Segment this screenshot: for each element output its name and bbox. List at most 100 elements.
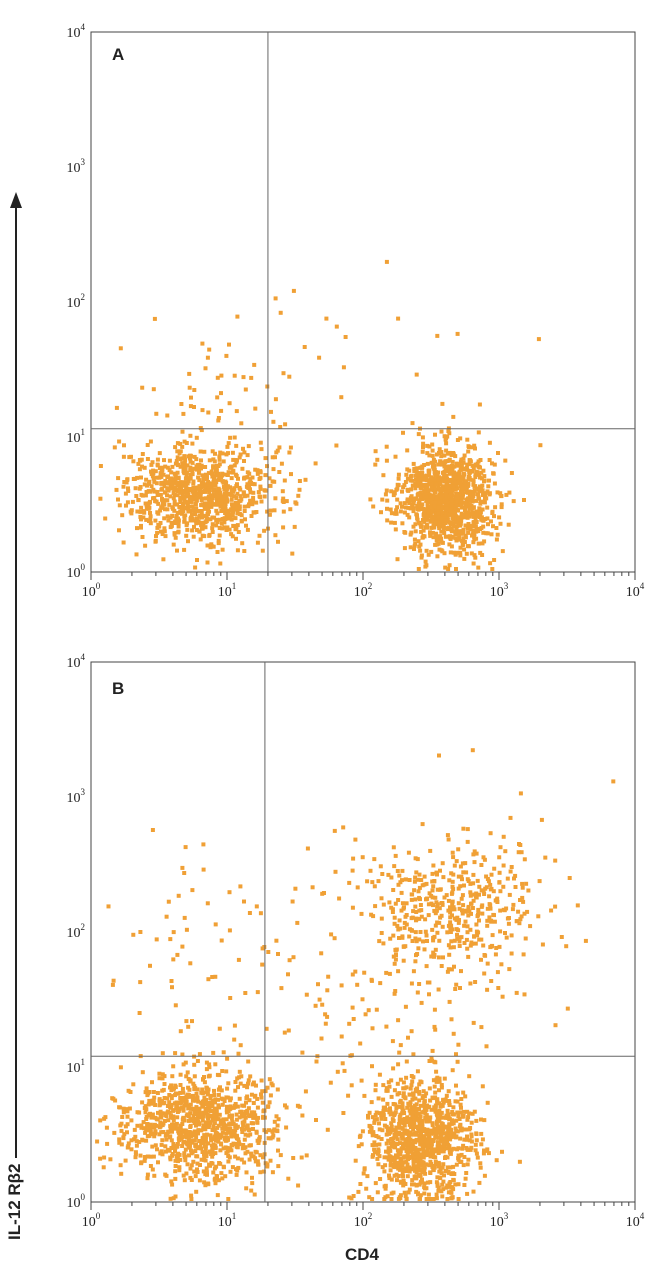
- data-point: [241, 446, 245, 451]
- data-point: [406, 1190, 411, 1195]
- data-point: [235, 1156, 240, 1161]
- data-point: [102, 1116, 107, 1121]
- data-point: [443, 459, 448, 464]
- data-point: [485, 918, 490, 923]
- data-point: [432, 1024, 437, 1029]
- data-point: [217, 1073, 222, 1078]
- data-point: [173, 1091, 178, 1096]
- data-point: [417, 1163, 422, 1168]
- data-point: [176, 893, 181, 898]
- data-point: [209, 498, 214, 503]
- data-point: [450, 481, 455, 486]
- data-point: [251, 1101, 256, 1105]
- data-point: [356, 1189, 361, 1194]
- data-point: [232, 507, 237, 512]
- data-point: [149, 469, 153, 474]
- data-point: [422, 490, 427, 495]
- data-point: [187, 1153, 191, 1158]
- data-point: [259, 499, 264, 504]
- data-point: [226, 1081, 231, 1086]
- data-point: [472, 553, 477, 558]
- data-point: [468, 890, 473, 895]
- data-point: [207, 1065, 212, 1070]
- data-point: [518, 917, 523, 922]
- data-point: [183, 1147, 188, 1152]
- data-point: [182, 471, 187, 476]
- data-point: [395, 497, 400, 502]
- data-point: [193, 1117, 198, 1121]
- data-point: [184, 1094, 189, 1099]
- data-point: [299, 1155, 304, 1160]
- data-point: [150, 1167, 155, 1172]
- data-point: [206, 471, 211, 476]
- data-point: [230, 534, 235, 539]
- data-point: [427, 444, 432, 449]
- data-point: [391, 1066, 396, 1071]
- data-point: [165, 514, 170, 519]
- data-point: [513, 873, 518, 878]
- data-point: [457, 918, 461, 922]
- data-point: [267, 1128, 271, 1133]
- data-point: [459, 494, 464, 499]
- data-point: [220, 1102, 225, 1107]
- data-point: [150, 1132, 155, 1137]
- data-point: [453, 1126, 458, 1131]
- data-point: [428, 848, 433, 853]
- data-point: [471, 872, 476, 877]
- data-point: [387, 1110, 392, 1115]
- data-point: [181, 1106, 186, 1111]
- data-point: [403, 505, 408, 510]
- data-point: [422, 1191, 427, 1196]
- data-point: [408, 1120, 413, 1125]
- data-point: [189, 395, 193, 400]
- data-point: [422, 1134, 427, 1139]
- data-point: [422, 519, 427, 524]
- data-point: [404, 1197, 409, 1201]
- data-point: [423, 929, 428, 934]
- data-point: [465, 930, 470, 935]
- data-point: [368, 1124, 373, 1129]
- data-point: [228, 1096, 233, 1101]
- data-point: [159, 1115, 164, 1120]
- data-point: [427, 1115, 432, 1120]
- data-point: [194, 1189, 199, 1194]
- data-point: [212, 1166, 217, 1171]
- data-point: [462, 1155, 467, 1159]
- data-point: [414, 953, 418, 958]
- data-point: [453, 529, 458, 534]
- data-point: [167, 1093, 172, 1097]
- data-point: [383, 1163, 388, 1168]
- data-point: [221, 1118, 226, 1123]
- data-point: [457, 944, 462, 948]
- data-point: [407, 501, 412, 505]
- data-point: [422, 1185, 427, 1190]
- data-point: [421, 1143, 426, 1148]
- data-point: [458, 864, 463, 869]
- data-point: [181, 1090, 186, 1095]
- data-point: [255, 1097, 260, 1101]
- data-point: [429, 1147, 434, 1152]
- data-point: [430, 498, 435, 503]
- data-point: [447, 525, 451, 530]
- data-point: [278, 1153, 283, 1158]
- data-point: [394, 953, 398, 957]
- data-point: [165, 498, 170, 503]
- data-point: [467, 502, 472, 507]
- data-point: [417, 982, 422, 986]
- data-point: [182, 439, 187, 444]
- data-point: [417, 1090, 422, 1094]
- data-point: [126, 486, 130, 491]
- data-point: [429, 481, 434, 486]
- data-point: [182, 1140, 187, 1144]
- data-point: [433, 911, 438, 916]
- data-point: [223, 517, 228, 521]
- data-point: [459, 1128, 464, 1133]
- data-point: [195, 467, 199, 472]
- data-point: [178, 509, 183, 514]
- x-tick-label: 102: [354, 581, 373, 600]
- data-point: [206, 496, 211, 501]
- data-point: [434, 531, 439, 536]
- data-point: [409, 928, 414, 933]
- data-point: [152, 479, 157, 484]
